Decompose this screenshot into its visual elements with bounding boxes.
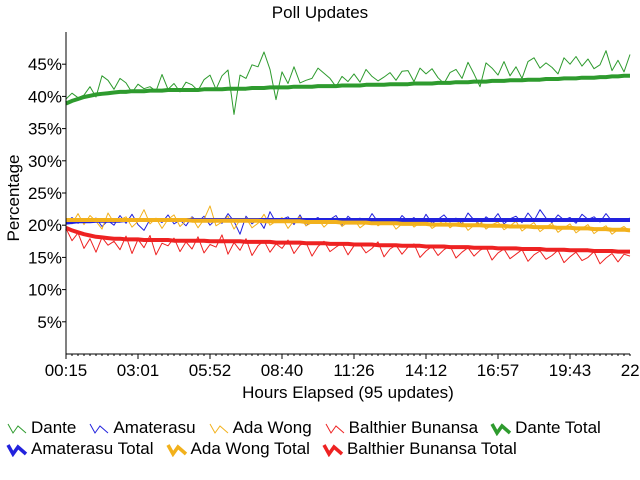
chart-legend: Dante Amaterasu Ada Wong Balthier Bunansa Da…	[6, 417, 636, 459]
legend-swatch-icon	[166, 443, 187, 457]
y-tick-label: 30%	[28, 152, 62, 171]
legend-item-ada-wong: Ada Wong	[208, 417, 312, 438]
chart-title: Poll Updates	[272, 3, 368, 22]
y-tick-label: 5%	[37, 313, 62, 332]
y-tick-label: 40%	[28, 87, 62, 106]
legend-label: Amaterasu Total	[31, 439, 154, 458]
series-line-ada-wong-total	[66, 218, 631, 233]
legend-label: Dante Total	[515, 418, 601, 437]
x-tick-label: 00:15	[45, 361, 88, 380]
legend-label: Amaterasu	[113, 418, 196, 437]
x-tick-label: 03:01	[117, 361, 160, 380]
legend-item-dante-total: Dante Total	[490, 417, 601, 438]
legend-label: Dante	[31, 418, 77, 437]
legend-item-ada-wong-total: Ada Wong Total	[166, 438, 310, 459]
legend-label: Balthier Bunansa Total	[346, 439, 517, 458]
series-line-balthier-bunansa	[65, 228, 631, 265]
series-line-dante	[65, 50, 631, 115]
legend-row: Dante Amaterasu Ada Wong Balthier Bunansa Da…	[6, 417, 636, 438]
x-tick-label: 05:52	[189, 361, 232, 380]
legend-item-amaterasu: Amaterasu	[88, 417, 196, 438]
y-tick-label: 10%	[28, 281, 62, 300]
y-axis-ticks: 5% 10% 15% 20% 25% 30% 35% 40% 45%	[28, 55, 66, 332]
legend-item-balthier-bunansa-total: Balthier Bunansa Total	[322, 438, 517, 459]
y-tick-label: 15%	[28, 248, 62, 267]
chart-canvas: Poll Updates 5%10%15%20%25%30%35%40%45% …	[4, 3, 640, 402]
x-tick-label: 11:26	[333, 361, 374, 380]
legend-item-amaterasu-total: Amaterasu Total	[6, 438, 154, 459]
legend-swatch-icon	[7, 423, 27, 434]
legend-swatch-icon	[6, 443, 28, 457]
legend-swatch-icon	[209, 423, 228, 434]
legend-item-balthier-bunansa: Balthier Bunansa	[324, 417, 478, 438]
legend-swatch-icon	[325, 423, 344, 434]
legend-label: Balthier Bunansa	[348, 418, 479, 437]
x-tick-label: 14:12	[405, 361, 448, 380]
x-tick-label: 08:40	[261, 361, 304, 380]
x-axis-ticks: 00:15 03:01 05:52 08:40 11:26 14:12 16:57 19:43…	[45, 354, 640, 380]
y-tick-label: 25%	[28, 184, 62, 203]
legend-label: Ada Wong Total	[190, 439, 310, 458]
series-line-dante-total	[65, 73, 630, 106]
series-lines	[65, 50, 631, 265]
y-tick-label: 35%	[28, 120, 62, 139]
x-axis-label: Hours Elapsed (95 updates)	[242, 383, 454, 402]
legend-row: Amaterasu Total Ada Wong Total Balthier Bu…	[6, 438, 636, 459]
legend-label: Ada Wong	[232, 418, 312, 437]
legend-swatch-icon	[490, 422, 512, 436]
y-tick-label: 20%	[28, 216, 62, 235]
x-tick-label: 19:43	[549, 361, 592, 380]
x-tick-label: 22:28	[621, 361, 640, 380]
y-tick-label: 45%	[28, 55, 62, 74]
legend-swatch-icon	[322, 443, 344, 457]
x-tick-label: 16:57	[477, 361, 520, 380]
legend-swatch-icon	[89, 423, 109, 434]
legend-item-dante: Dante	[6, 417, 76, 438]
series-line-balthier-bunansa-total	[65, 225, 630, 254]
y-axis-label: Percentage	[4, 155, 23, 242]
